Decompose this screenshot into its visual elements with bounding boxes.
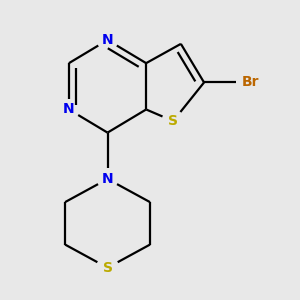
Text: N: N [102,172,113,186]
Text: N: N [63,103,75,116]
Text: S: S [103,261,112,275]
Text: N: N [102,33,113,47]
Text: S: S [168,114,178,128]
Text: Br: Br [242,75,259,89]
